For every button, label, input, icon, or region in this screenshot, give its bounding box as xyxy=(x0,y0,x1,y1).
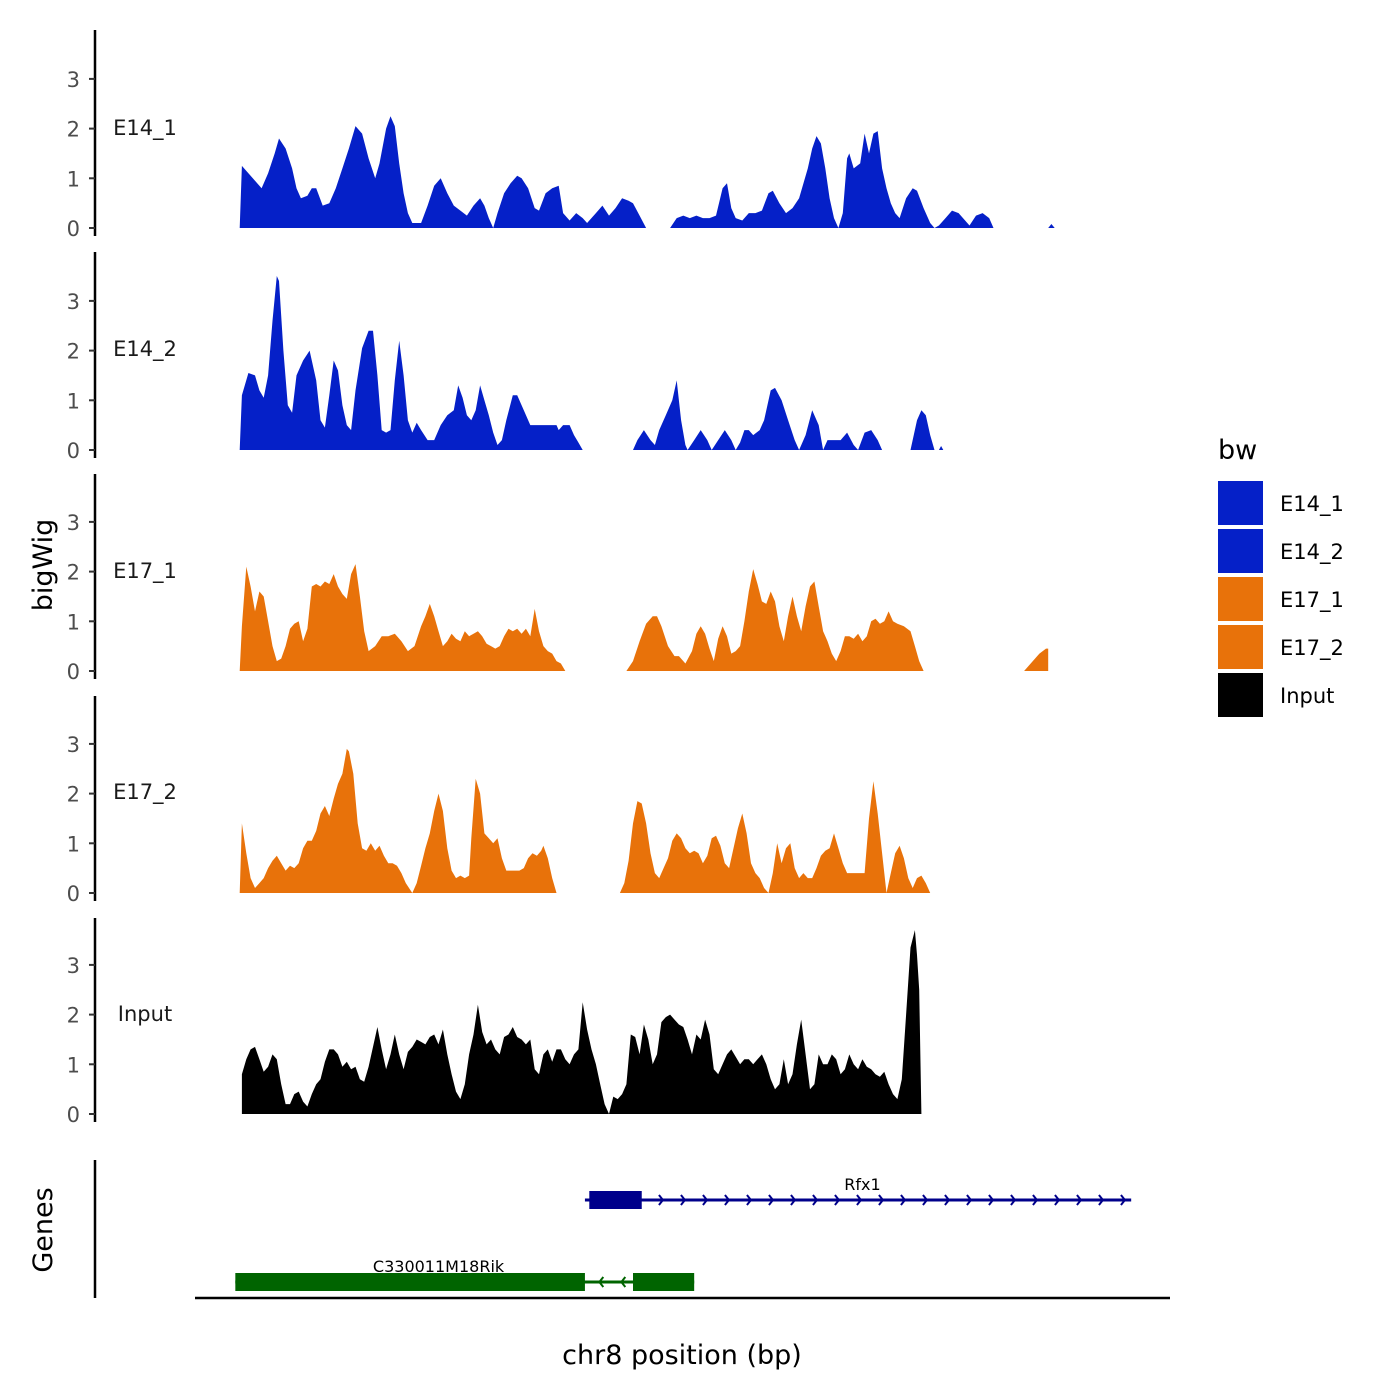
strand-chevron xyxy=(922,1194,929,1206)
tracks-layer: 0 1 2 3 E14_1 0 1 2 3 E14_2 0 1 2 3 E17_1 0 1 2 3 E17_2 0 1 2 3… xyxy=(67,30,1055,1127)
strand-chevron xyxy=(1032,1194,1039,1206)
gene-label: C330011M18Rik xyxy=(373,1257,505,1276)
x-axis: 84066000840670008406800084069000 xyxy=(195,1296,1170,1300)
y-tick-label: 2 xyxy=(67,340,80,364)
gene-label: Rfx1 xyxy=(844,1175,880,1194)
strand-chevron xyxy=(746,1194,753,1206)
track-label-Input: Input xyxy=(118,1002,172,1026)
y-tick-label: 3 xyxy=(67,733,80,757)
y-axis-title: bigWig xyxy=(28,519,59,612)
strand-chevron xyxy=(856,1194,863,1206)
legend-swatch xyxy=(1218,673,1263,717)
track-E17_1: 0 1 2 3 E17_1 xyxy=(67,474,1049,684)
y-tick-label: 3 xyxy=(67,511,80,535)
legend-title: bw xyxy=(1218,435,1257,466)
y-tick-label: 3 xyxy=(67,954,80,978)
legend: bw E14_1 E14_2 E17_1 E17_2 Input xyxy=(1218,435,1344,717)
strand-chevron xyxy=(878,1194,885,1206)
legend-swatch xyxy=(1218,625,1263,669)
legend-entry-E17_2: E17_2 xyxy=(1218,625,1344,669)
area-E14_2 xyxy=(239,276,583,450)
y-tick-label: 0 xyxy=(67,660,80,684)
y-tick-label: 2 xyxy=(67,561,80,585)
gene-C330011M18Rik: C330011M18Rik xyxy=(235,1257,695,1291)
strand-chevron xyxy=(598,1276,605,1288)
y-tick-label: 2 xyxy=(67,118,80,142)
y-tick-label: 1 xyxy=(67,832,80,856)
legend-label: Input xyxy=(1280,684,1334,708)
area-Input xyxy=(241,930,922,1114)
strand-chevron xyxy=(944,1194,951,1206)
gene-Rfx1: Rfx1 xyxy=(584,1175,1132,1209)
strand-chevron xyxy=(812,1194,819,1206)
legend-entry-E14_2: E14_2 xyxy=(1218,529,1344,573)
area-E17_1 xyxy=(626,569,924,671)
y-tick-label: 0 xyxy=(67,882,80,906)
exon xyxy=(235,1273,585,1291)
area-E17_2 xyxy=(619,781,931,893)
y-tick-label: 2 xyxy=(67,783,80,807)
strand-chevron xyxy=(768,1194,775,1206)
area-E17_2 xyxy=(239,748,557,893)
y-tick-label: 1 xyxy=(67,610,80,634)
legend-swatch xyxy=(1218,577,1263,621)
y-tick-label: 1 xyxy=(67,1053,80,1077)
area-E17_1 xyxy=(1024,648,1049,671)
y-tick-label: 3 xyxy=(67,68,80,92)
track-Input: 0 1 2 3 Input xyxy=(67,918,922,1127)
strand-chevron xyxy=(1098,1194,1105,1206)
y-tick-label: 2 xyxy=(67,1004,80,1028)
track-label-E14_2: E14_2 xyxy=(113,337,177,362)
y-tick-label: 0 xyxy=(67,1103,80,1127)
legend-entry-Input: Input xyxy=(1218,673,1334,717)
legend-entry-E17_1: E17_1 xyxy=(1218,577,1344,621)
strand-chevron xyxy=(988,1194,995,1206)
legend-label: E17_1 xyxy=(1280,588,1344,613)
genes-layer: Rfx1 C330011M18Rik xyxy=(93,1160,1132,1298)
legend-entries: E14_1 E14_2 E17_1 E17_2 Input xyxy=(1218,481,1344,717)
strand-chevron xyxy=(900,1194,907,1206)
genes-axis-title: Genes xyxy=(28,1187,59,1272)
y-tick-label: 3 xyxy=(67,290,80,314)
strand-chevron xyxy=(658,1194,665,1206)
legend-swatch xyxy=(1218,529,1263,573)
area-E14_2 xyxy=(633,380,944,450)
x-axis-title: chr8 position (bp) xyxy=(562,1340,802,1371)
strand-chevron xyxy=(1010,1194,1017,1206)
strand-chevron xyxy=(702,1194,709,1206)
strand-chevron xyxy=(1076,1194,1083,1206)
exon xyxy=(589,1191,642,1209)
strand-chevron xyxy=(680,1194,687,1206)
track-label-E14_1: E14_1 xyxy=(113,116,177,141)
strand-chevron xyxy=(1120,1194,1127,1206)
strand-chevron xyxy=(966,1194,973,1206)
strand-chevron xyxy=(790,1194,797,1206)
track-label-E17_2: E17_2 xyxy=(113,780,177,805)
area-E14_1 xyxy=(670,131,994,228)
y-tick-label: 1 xyxy=(67,389,80,413)
legend-label: E17_2 xyxy=(1280,636,1344,661)
strand-chevron xyxy=(1054,1194,1061,1206)
legend-label: E14_2 xyxy=(1280,540,1344,565)
y-tick-label: 1 xyxy=(67,167,80,191)
area-E14_1 xyxy=(239,116,647,228)
strand-chevron xyxy=(620,1276,627,1288)
strand-chevron xyxy=(834,1194,841,1206)
exon xyxy=(633,1273,695,1291)
y-tick-label: 0 xyxy=(67,439,80,463)
legend-swatch xyxy=(1218,481,1263,525)
area-E14_1 xyxy=(1048,224,1055,228)
track-E14_2: 0 1 2 3 E14_2 xyxy=(67,252,944,463)
track-E17_2: 0 1 2 3 E17_2 xyxy=(67,696,931,906)
y-tick-label: 0 xyxy=(67,217,80,241)
area-E17_1 xyxy=(239,564,566,671)
track-label-E17_1: E17_1 xyxy=(113,559,177,584)
legend-entry-E14_1: E14_1 xyxy=(1218,481,1344,525)
legend-label: E14_1 xyxy=(1280,492,1344,517)
strand-chevron xyxy=(724,1194,731,1206)
track-E14_1: 0 1 2 3 E14_1 xyxy=(67,30,1055,241)
